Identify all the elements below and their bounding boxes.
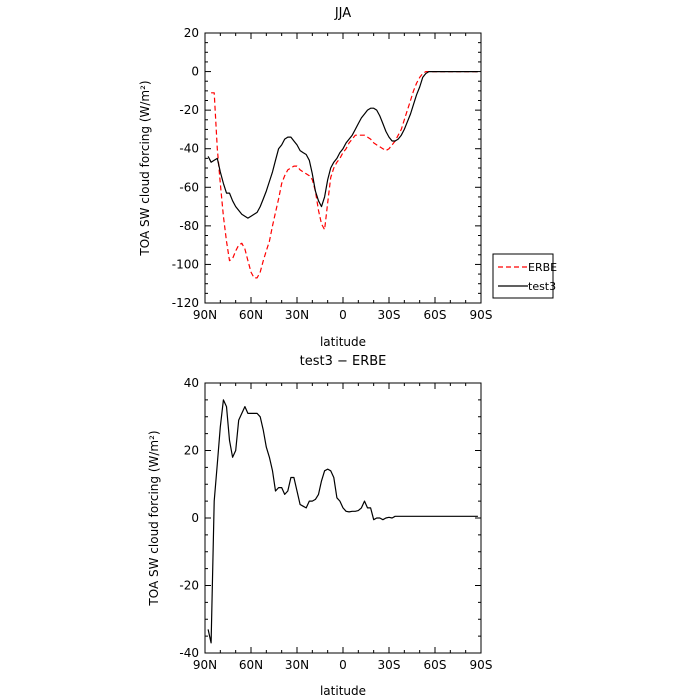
y-tick-label: -80 <box>179 219 199 233</box>
y-tick-label: -60 <box>179 180 199 194</box>
x-tick-label: 30N <box>285 658 309 672</box>
x-tick-label: 60S <box>424 308 447 322</box>
series-line-erbe <box>211 70 478 279</box>
legend-label-test3: test3 <box>528 280 556 293</box>
plot-frame <box>204 382 482 654</box>
x-tick-label: 0 <box>339 308 347 322</box>
y-tick-label: -40 <box>179 142 199 156</box>
x-tick-label: 30S <box>378 308 401 322</box>
y-tick-label: -40 <box>179 646 199 660</box>
x-tick-label: 30N <box>285 308 309 322</box>
series-line-test3 <box>207 70 478 219</box>
chart-title: test3 − ERBE <box>300 354 387 369</box>
y-tick-label: -100 <box>172 257 199 271</box>
plot-frame <box>204 32 482 304</box>
x-tick-label: 90S <box>470 308 493 322</box>
y-tick-label: 20 <box>184 444 199 458</box>
axis-ticks: 90N 60N 30N 0 30S 60S 90S -120 -100 -80 -60 -40 -20 0… <box>172 26 493 322</box>
y-tick-label: 20 <box>184 26 199 40</box>
x-tick-label: 0 <box>339 658 347 672</box>
series-layer <box>207 70 478 279</box>
x-tick-label: 60N <box>239 308 263 322</box>
legend: ERBE test3 <box>492 253 557 299</box>
axis-ticks: 90N 60N 30N 0 30S 60S 90S -40 -20 0 20 40 <box>179 376 492 672</box>
y-axis-label: TOA SW cloud forcing (W/m²) <box>147 430 161 606</box>
x-tick-label: 90S <box>470 658 493 672</box>
x-axis-label: latitude <box>320 335 366 349</box>
chart-panel-top: JJA 90N 60N 30N 0 30S 60S 90S -120 -100 -80 -60 -40… <box>138 6 557 349</box>
x-tick-label: 60N <box>239 658 263 672</box>
x-tick-label: 60S <box>424 658 447 672</box>
y-tick-label: -20 <box>179 579 199 593</box>
y-tick-label: 0 <box>191 511 199 525</box>
legend-label-erbe: ERBE <box>528 261 557 274</box>
x-tick-label: 30S <box>378 658 401 672</box>
y-axis-label: TOA SW cloud forcing (W/m²) <box>138 80 152 256</box>
y-tick-label: 0 <box>191 65 199 79</box>
chart-title: JJA <box>334 6 351 21</box>
y-tick-label: -120 <box>172 296 199 310</box>
series-line-diff <box>207 399 478 644</box>
x-tick-label: 90N <box>193 658 217 672</box>
x-tick-label: 90N <box>193 308 217 322</box>
chart-panel-bottom: test3 − ERBE 90N 60N 30N 0 30S 60S 90S -40 -20 0 2… <box>147 354 492 698</box>
x-axis-label: latitude <box>320 684 366 698</box>
series-layer <box>207 399 478 644</box>
legend-box <box>492 253 554 299</box>
y-tick-label: -20 <box>179 103 199 117</box>
y-tick-label: 40 <box>184 376 199 390</box>
